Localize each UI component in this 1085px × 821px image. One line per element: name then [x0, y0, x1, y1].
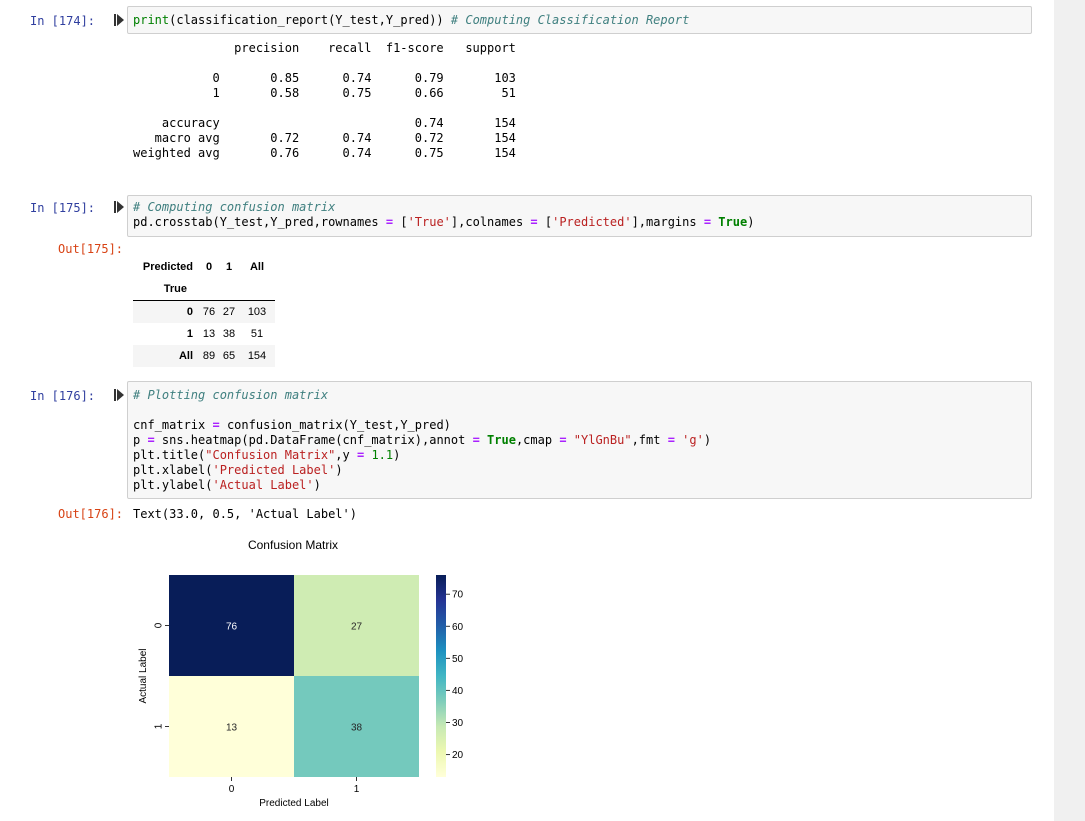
out-prompt-175: Out[175]: — [58, 242, 124, 256]
colorbar-tick-label: 30 — [452, 718, 464, 729]
out-prompt-176: Out[176]: — [58, 507, 124, 521]
table-cell: 154 — [247, 350, 267, 362]
heatmap-cell — [169, 575, 294, 676]
x-tick-label: 1 — [354, 784, 360, 795]
row-label: All — [178, 350, 193, 362]
x-axis-label: Predicted Label — [259, 798, 329, 809]
scrollbar[interactable] — [1054, 0, 1085, 821]
table-cell: 103 — [247, 306, 267, 318]
cell-value-label: 27 — [351, 622, 363, 633]
table-row: All 89 65 154 — [133, 345, 275, 367]
col-header: All — [249, 261, 265, 273]
cell-value-label: 76 — [226, 622, 238, 633]
colorbar-tick-label: 60 — [452, 622, 464, 633]
colorbar-tick-label: 20 — [452, 750, 464, 761]
chart-title: Confusion Matrix — [248, 538, 338, 552]
row-axis-label: True — [163, 283, 187, 295]
y-axis-label: Actual Label — [138, 648, 149, 703]
colorbar-tick-label: 70 — [452, 590, 464, 601]
table-cell: 51 — [250, 328, 264, 340]
table-cell: 76 — [202, 306, 216, 318]
run-cell-icon[interactable] — [114, 14, 124, 26]
heatmap-cell — [169, 676, 294, 777]
code-block: # Computing confusion matrix pd.crosstab… — [133, 200, 755, 229]
code-cell-176[interactable] — [127, 381, 1032, 499]
run-cell-icon[interactable] — [114, 201, 124, 213]
table-row: 0 76 27 103 — [133, 300, 275, 323]
classification-report: precision recall f1-score support 0 0.85… — [133, 41, 516, 160]
run-cell-icon[interactable] — [114, 389, 124, 401]
in-prompt-176: In [176]: — [30, 389, 96, 403]
output-text: Text(33.0, 0.5, 'Actual Label') — [133, 507, 357, 521]
colorbar — [436, 575, 446, 777]
crosstab-table: Predicted 0 1 All True 0 76 27 103 1 13 … — [133, 256, 275, 367]
in-prompt-174: In [174]: — [30, 14, 96, 28]
code-block: # Plotting confusion matrix cnf_matrix =… — [133, 388, 712, 492]
in-prompt-175: In [175]: — [30, 201, 96, 215]
cell-value-label: 13 — [226, 723, 238, 734]
table-cell: 65 — [222, 350, 236, 362]
table-cell: 89 — [202, 350, 216, 362]
x-tick-label: 0 — [229, 784, 235, 795]
table-row: 1 13 38 51 — [133, 323, 275, 345]
y-tick-label: 1 — [154, 723, 165, 729]
colorbar-tick-label: 40 — [452, 686, 464, 697]
row-label: 1 — [186, 328, 193, 340]
table-cell: 38 — [222, 328, 236, 340]
col-header: 1 — [225, 261, 233, 273]
row-label: 0 — [186, 306, 193, 318]
colorbar-tick-label: 50 — [452, 654, 464, 665]
heatmap-cell — [294, 575, 419, 676]
code-cell-175[interactable] — [127, 195, 1032, 237]
col-axis-label: Predicted — [142, 261, 193, 273]
table-cell: 27 — [222, 306, 236, 318]
table-cell: 13 — [202, 328, 216, 340]
cell-value-label: 38 — [351, 723, 363, 734]
code-line: print(classification_report(Y_test,Y_pre… — [133, 13, 690, 27]
code-cell-174[interactable] — [127, 6, 1032, 34]
y-tick-label: 0 — [154, 622, 165, 628]
heatmap-cell — [294, 676, 419, 777]
col-header: 0 — [205, 261, 213, 273]
